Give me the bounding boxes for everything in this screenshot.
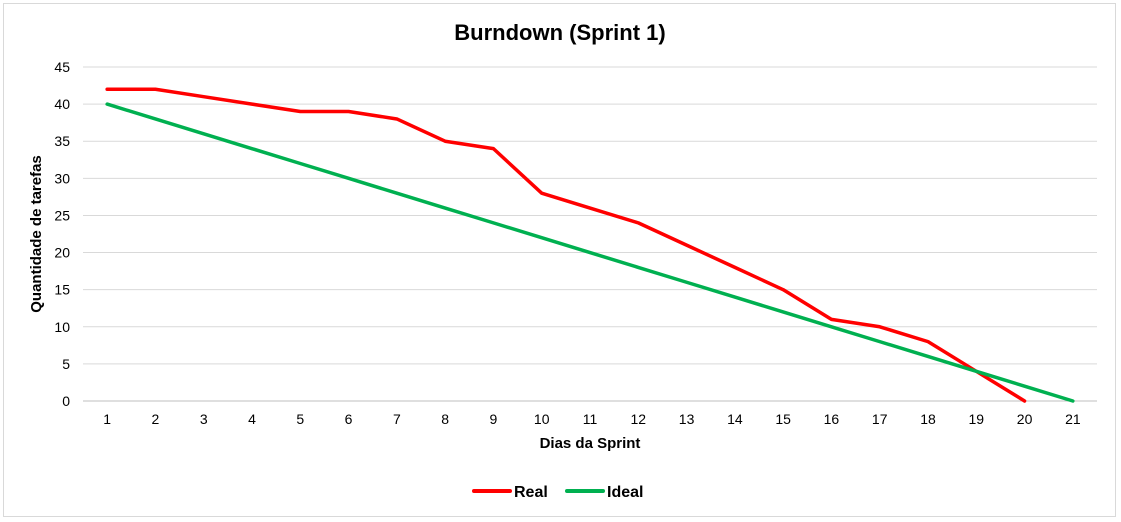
- legend: Real Ideal: [472, 484, 643, 501]
- legend-label-ideal: Ideal: [607, 484, 643, 501]
- y-tick-label: 15: [54, 282, 70, 298]
- x-axis-label: Dias da Sprint: [540, 435, 641, 452]
- x-tick-label: 4: [248, 411, 256, 427]
- x-tick-label: 17: [872, 411, 888, 427]
- x-tick-label: 13: [679, 411, 695, 427]
- x-tick-label: 16: [824, 411, 840, 427]
- y-axis-ticks: 0 5 10 15 20 25 30 35 40 45: [54, 59, 70, 409]
- x-tick-label: 12: [630, 411, 646, 427]
- x-tick-label: 2: [152, 411, 160, 427]
- x-tick-label: 9: [490, 411, 498, 427]
- y-tick-label: 0: [62, 393, 70, 409]
- y-tick-label: 25: [54, 207, 70, 223]
- x-tick-label: 15: [775, 411, 791, 427]
- x-tick-label: 3: [200, 411, 208, 427]
- y-axis-label: Quantidade de tarefas: [28, 155, 45, 313]
- y-tick-label: 45: [54, 59, 70, 75]
- x-tick-label: 7: [393, 411, 401, 427]
- y-tick-label: 10: [54, 319, 70, 335]
- y-tick-label: 5: [62, 356, 70, 372]
- x-tick-label: 11: [583, 411, 598, 427]
- y-tick-label: 35: [54, 133, 70, 149]
- x-tick-label: 14: [727, 411, 743, 427]
- x-tick-label: 21: [1065, 411, 1081, 427]
- gridlines: [83, 66, 1097, 365]
- x-tick-label: 18: [920, 411, 936, 427]
- chart-frame: [3, 3, 1116, 517]
- x-tick-label: 8: [441, 411, 449, 427]
- y-tick-label: 20: [54, 245, 70, 261]
- x-axis-ticks: 1 2 3 4 5 6 7 8 9 10 11 12 13 14 15 16 17 18 19 20 21: [103, 411, 1081, 427]
- series-lines: [105, 87, 1075, 403]
- series-line-real: [105, 87, 1027, 403]
- x-tick-label: 20: [1017, 411, 1033, 427]
- x-tick-label: 6: [345, 411, 353, 427]
- x-tick-label: 19: [968, 411, 984, 427]
- chart-title: Burndown (Sprint 1): [454, 20, 665, 45]
- legend-label-real: Real: [514, 484, 548, 501]
- series-line-ideal: [105, 102, 1075, 403]
- y-tick-label: 30: [54, 170, 70, 186]
- x-tick-label: 5: [296, 411, 304, 427]
- y-tick-label: 40: [54, 96, 70, 112]
- x-tick-label: 10: [534, 411, 550, 427]
- x-tick-label: 1: [103, 411, 111, 427]
